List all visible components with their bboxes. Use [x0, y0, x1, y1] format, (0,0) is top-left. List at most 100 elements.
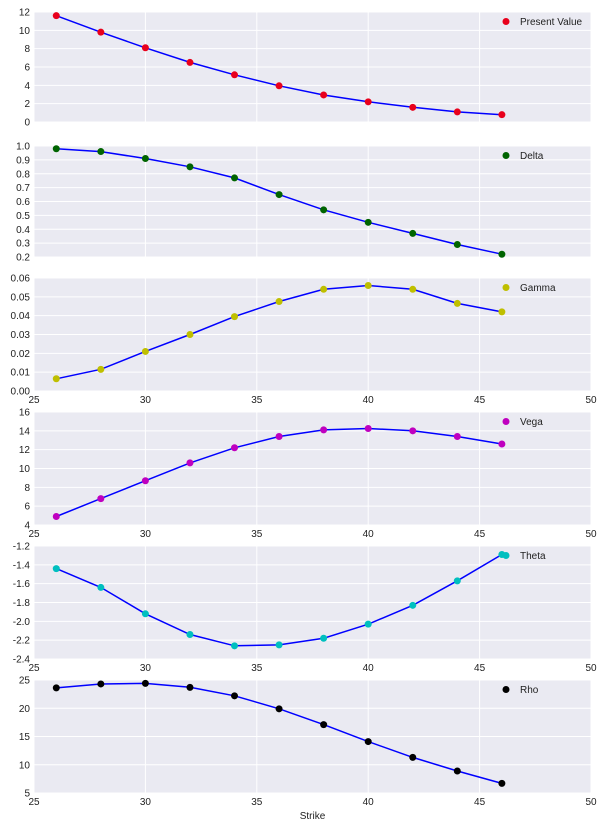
x-tick-label: 25	[28, 529, 40, 540]
legend-marker	[502, 152, 510, 159]
data-point	[409, 601, 417, 609]
data-point	[453, 767, 461, 775]
x-tick-label: 30	[140, 663, 152, 674]
y-tick-label: 0.5	[16, 211, 30, 222]
y-tick-label: 25	[19, 676, 31, 687]
data-point	[231, 71, 239, 79]
data-point	[52, 12, 60, 20]
data-point	[52, 513, 60, 521]
data-point	[320, 206, 328, 214]
x-tick-label: 45	[474, 395, 486, 406]
data-point	[453, 108, 461, 116]
x-tick-label: 50	[585, 529, 597, 540]
data-point	[141, 154, 149, 162]
x-tick-label: 35	[251, 797, 263, 808]
subplot-present-value: 0 2 4 6 8 10 12 Present Value	[19, 8, 592, 129]
y-tick-label: -1.4	[13, 560, 31, 571]
y-tick-label: -1.8	[13, 598, 31, 609]
y-tick-label: 12	[19, 8, 31, 19]
subplot-vega: 4 6 8 10 12 14 16 25 30 35 40 45 50 Vega	[19, 408, 597, 541]
data-point	[275, 641, 283, 649]
y-tick-label: 0.2	[16, 253, 30, 264]
y-tick-label: 16	[19, 408, 31, 419]
y-tick-label: 6	[24, 502, 30, 513]
data-point	[231, 174, 239, 182]
x-tick-label: 30	[140, 529, 152, 540]
y-tick-label: 5	[24, 789, 30, 800]
legend-label: Present Value	[520, 17, 583, 28]
data-point	[231, 642, 239, 650]
y-tick-label: 0.9	[16, 155, 30, 166]
x-tick-label: 30	[140, 797, 152, 808]
x-tick-label: 25	[28, 663, 40, 674]
y-tick-label: -2.0	[13, 617, 31, 628]
data-point	[498, 779, 506, 787]
legend-marker	[502, 418, 510, 425]
y-tick-label: -2.2	[13, 636, 31, 647]
y-tick-label: 15	[19, 732, 31, 743]
data-point	[364, 738, 372, 746]
legend-marker	[502, 284, 510, 291]
data-point	[231, 444, 239, 452]
data-point	[320, 91, 328, 99]
x-tick-label: 35	[251, 395, 263, 406]
x-tick-label: 50	[585, 663, 597, 674]
data-point	[320, 285, 328, 293]
y-tick-label: 20	[19, 704, 31, 715]
x-tick-label: 25	[28, 395, 40, 406]
data-point	[453, 432, 461, 440]
data-point	[231, 313, 239, 321]
y-tick-label: 0.06	[11, 274, 31, 285]
y-tick-label: 0.01	[11, 368, 31, 379]
y-tick-label: 12	[19, 445, 31, 456]
data-point	[52, 565, 60, 573]
data-point	[52, 375, 60, 383]
y-tick-label: 0.3	[16, 239, 30, 250]
legend-marker	[502, 552, 510, 559]
data-point	[141, 44, 149, 52]
y-tick-label: 10	[19, 464, 31, 475]
legend-label: Vega	[520, 417, 543, 428]
data-point	[52, 684, 60, 692]
data-point	[141, 679, 149, 687]
x-tick-label: 50	[585, 797, 597, 808]
data-point	[364, 282, 372, 290]
data-point	[186, 683, 194, 691]
x-tick-label: 25	[28, 797, 40, 808]
data-point	[186, 58, 194, 66]
data-point	[320, 634, 328, 642]
data-point	[409, 229, 417, 237]
y-tick-label: -1.6	[13, 579, 31, 590]
x-tick-label: 50	[585, 395, 597, 406]
subplot-theta: -2.4 -2.2 -2.0 -1.8 -1.6 -1.4 -1.2 25 30 35 40 45 50…	[13, 542, 597, 675]
data-point	[409, 753, 417, 761]
legend-label: Rho	[520, 685, 539, 696]
data-point	[498, 440, 506, 448]
y-tick-label: 2	[24, 99, 30, 110]
y-tick-label: 8	[24, 44, 30, 55]
data-point	[275, 191, 283, 199]
y-tick-label: 0.05	[11, 292, 31, 303]
legend-label: Delta	[520, 151, 544, 162]
legend-marker	[502, 18, 510, 25]
x-axis-label: Strike	[300, 811, 326, 822]
data-point	[97, 28, 105, 36]
data-point	[364, 218, 372, 226]
data-point	[275, 298, 283, 306]
data-point	[453, 299, 461, 307]
x-tick-label: 45	[474, 663, 486, 674]
y-tick-label: 0.7	[16, 183, 30, 194]
data-point	[409, 285, 417, 293]
data-point	[275, 705, 283, 713]
data-point	[97, 680, 105, 688]
data-point	[364, 620, 372, 628]
y-tick-label: 0.4	[16, 225, 30, 236]
data-point	[320, 721, 328, 729]
x-tick-label: 40	[363, 663, 375, 674]
data-point	[186, 459, 194, 467]
data-point	[186, 331, 194, 338]
data-point	[141, 347, 149, 355]
x-tick-label: 30	[140, 395, 152, 406]
y-tick-label: 0	[24, 118, 30, 129]
subplot-delta: 0.2 0.3 0.4 0.5 0.6 0.7 0.8 0.9 1.0 Delta	[16, 142, 592, 264]
